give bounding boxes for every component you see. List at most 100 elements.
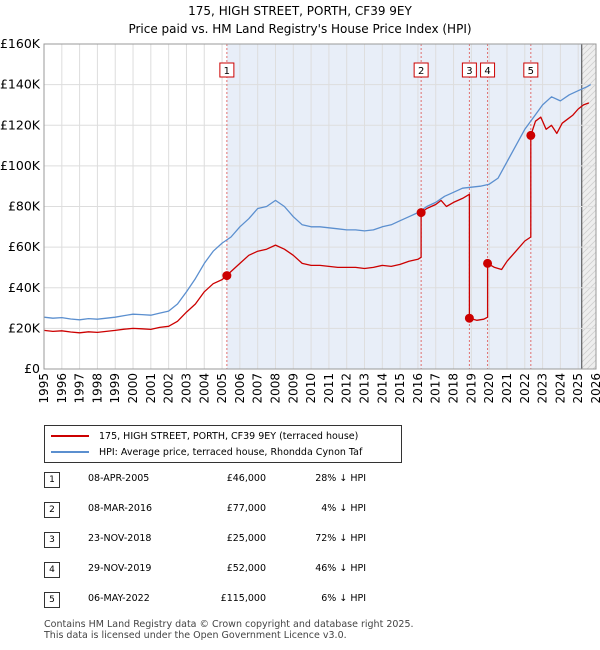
future-hatch-line [581, 149, 596, 165]
x-tick-label: 2004 [197, 373, 211, 404]
sale-price: £77,000 [226, 503, 266, 514]
future-hatch-line [581, 209, 596, 225]
chart-title-block: 175, HIGH STREET, PORTH, CF39 9EY Price … [0, 2, 600, 38]
future-hatch-line [592, 365, 596, 369]
future-hatch-line [581, 167, 596, 183]
sale-label-number: 5 [528, 66, 534, 77]
future-hatch-line [581, 263, 596, 279]
y-tick-label: £100K [0, 158, 41, 173]
future-hatch-line [581, 233, 596, 249]
x-tick-label: 1999 [108, 373, 122, 404]
x-tick-label: 1995 [37, 373, 51, 404]
future-hatch-line [581, 353, 596, 369]
future-hatch-line [581, 299, 596, 315]
y-tick-label: £60K [8, 239, 41, 254]
future-hatch-line [581, 245, 596, 261]
y-tick-label: £120K [0, 117, 41, 132]
legend-label-hpi: HPI: Average price, terraced house, Rhon… [99, 446, 363, 458]
future-hatch-line [581, 113, 596, 129]
footer-licence: This data is licensed under the Open Gov… [44, 630, 347, 641]
future-hatch-line [581, 329, 596, 345]
future-hatch-line [581, 131, 596, 147]
table-row: 1 08-APR-2005 £46,000 28% ↓ HPI [44, 470, 384, 488]
future-hatch-line [581, 323, 596, 339]
x-tick-label: 2020 [482, 373, 496, 404]
future-hatch-line [582, 24, 596, 38]
y-tick-label: £80K [8, 199, 41, 214]
chart-title: 175, HIGH STREET, PORTH, CF39 9EY [188, 4, 412, 18]
future-hatch-line [581, 89, 596, 105]
sale-label-number: 1 [224, 66, 230, 77]
x-tick-label: 2023 [536, 373, 550, 404]
sale-label-box [413, 62, 429, 78]
x-tick-label: 2018 [447, 373, 461, 404]
sale-date: 08-APR-2005 [88, 473, 150, 484]
sale-label-box [523, 62, 539, 78]
sale-date: 29-NOV-2019 [88, 563, 152, 574]
table-row: 3 23-NOV-2018 £25,000 72% ↓ HPI [44, 530, 384, 548]
future-hatch-line [581, 71, 596, 87]
sale-price: £46,000 [226, 473, 266, 484]
sale-price: £25,000 [226, 533, 266, 544]
future-hatch-line [581, 143, 596, 159]
future-hatch-line [581, 161, 596, 177]
plot-frame [43, 43, 597, 370]
sale-number-badge: 2 [44, 502, 60, 518]
y-tick-label: £160K [0, 36, 41, 51]
future-hatch-line [581, 257, 596, 273]
x-tick-label: 2022 [518, 373, 532, 404]
future-hatch-line [581, 347, 596, 363]
future-hatch-line [581, 179, 596, 195]
future-hatch-line [581, 341, 596, 357]
future-hatch-line [581, 44, 589, 51]
sale-date: 08-MAR-2016 [88, 503, 153, 514]
future-hatch-line [581, 59, 596, 75]
table-row: 2 08-MAR-2016 £77,000 4% ↓ HPI [44, 500, 384, 518]
sale-hpi-diff: 28% ↓ HPI [315, 473, 366, 484]
sale-point [222, 271, 232, 281]
legend-swatch-hpi [51, 451, 89, 453]
future-hatch-line [581, 83, 596, 99]
legend-swatch-property [51, 435, 89, 437]
y-tick-label: £0 [24, 361, 40, 376]
sale-label-box [480, 62, 496, 78]
sale-point [416, 208, 426, 218]
sale-date: 23-NOV-2018 [88, 533, 152, 544]
future-hatch-line [581, 215, 596, 231]
sale-hpi-diff: 4% ↓ HPI [321, 503, 366, 514]
future-hatch-line [581, 101, 596, 117]
x-tick-label: 2001 [144, 373, 158, 404]
future-hatch-line [581, 197, 596, 213]
future-hatch-line [581, 125, 596, 141]
sale-hpi-diff: 6% ↓ HPI [321, 593, 366, 604]
y-tick-label: £40K [8, 280, 41, 295]
x-tick-label: 2021 [500, 373, 514, 404]
legend-item-property: 175, HIGH STREET, PORTH, CF39 9EY (terra… [51, 429, 358, 443]
x-tick-label: 2017 [429, 373, 443, 404]
x-tick-label: 2011 [322, 373, 336, 404]
x-tick-label: 2005 [215, 373, 229, 404]
x-tick-label: 1996 [55, 373, 69, 404]
future-hatch-line [581, 293, 596, 309]
x-tick-label: 2013 [358, 373, 372, 404]
chart-legend: 175, HIGH STREET, PORTH, CF39 9EY (terra… [44, 425, 402, 463]
future-hatch-line [581, 221, 596, 237]
future-hatch-line [586, 359, 596, 369]
sale-label-number: 3 [466, 66, 472, 77]
future-hatch-line [581, 53, 596, 69]
price-chart: 1 2 3 4 5 £0 £20K £40K £60K £80K £100K £120K £140K £… [0, 24, 600, 404]
x-tick-label: 2014 [375, 373, 389, 404]
x-tick-label: 2006 [233, 373, 247, 404]
sale-number-badge: 1 [44, 472, 60, 488]
x-tick-label: 2012 [340, 373, 354, 404]
sale-date: 06-MAY-2022 [88, 593, 150, 604]
series-line-property [43, 102, 590, 334]
footer-copyright: Contains HM Land Registry data © Crown c… [44, 619, 414, 630]
sale-point [464, 313, 474, 323]
x-tick-label: 2026 [589, 373, 600, 404]
sale-point [483, 258, 493, 268]
y-tick-label: £140K [0, 77, 41, 92]
footer: Contains HM Land Registry data © Crown c… [44, 619, 414, 641]
x-tick-label: 1998 [90, 373, 104, 404]
future-hatch-line [581, 191, 596, 207]
